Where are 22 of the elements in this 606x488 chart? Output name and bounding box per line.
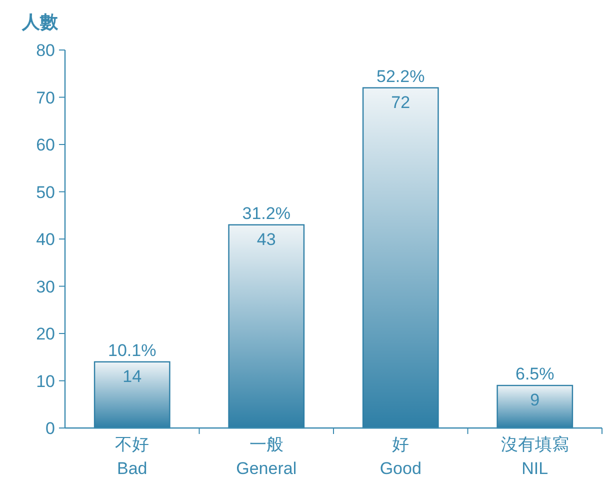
data-label: 9	[530, 390, 540, 410]
y-tick-label: 50	[36, 182, 55, 202]
data-label: 43	[256, 230, 276, 249]
x-tick-label: 好 Good	[380, 435, 422, 478]
annotation: 10.1%	[108, 340, 156, 360]
x-tick-label: 不好 Bad	[115, 435, 150, 478]
y-tick-label: 70	[36, 88, 55, 108]
y-tick-label: 0	[46, 419, 55, 438]
annotation: 6.5%	[516, 364, 554, 384]
y-tick-label: 80	[36, 41, 55, 60]
data-label: 72	[391, 92, 410, 112]
y-axis-title: 人數	[21, 12, 59, 32]
y-tick-label: 30	[36, 277, 55, 296]
y-tick-label: 60	[36, 136, 55, 154]
annotation: 52.2%	[376, 66, 425, 86]
x-tick-label: 一般 General	[236, 435, 297, 478]
y-tick-label: 20	[36, 324, 55, 344]
y-tick-label: 10	[36, 372, 55, 391]
y-tick-label: 40	[36, 230, 55, 249]
x-tick-label: 沒有填寫 NIL	[500, 435, 569, 478]
annotation: 31.2%	[242, 204, 290, 223]
data-label: 14	[122, 366, 142, 386]
